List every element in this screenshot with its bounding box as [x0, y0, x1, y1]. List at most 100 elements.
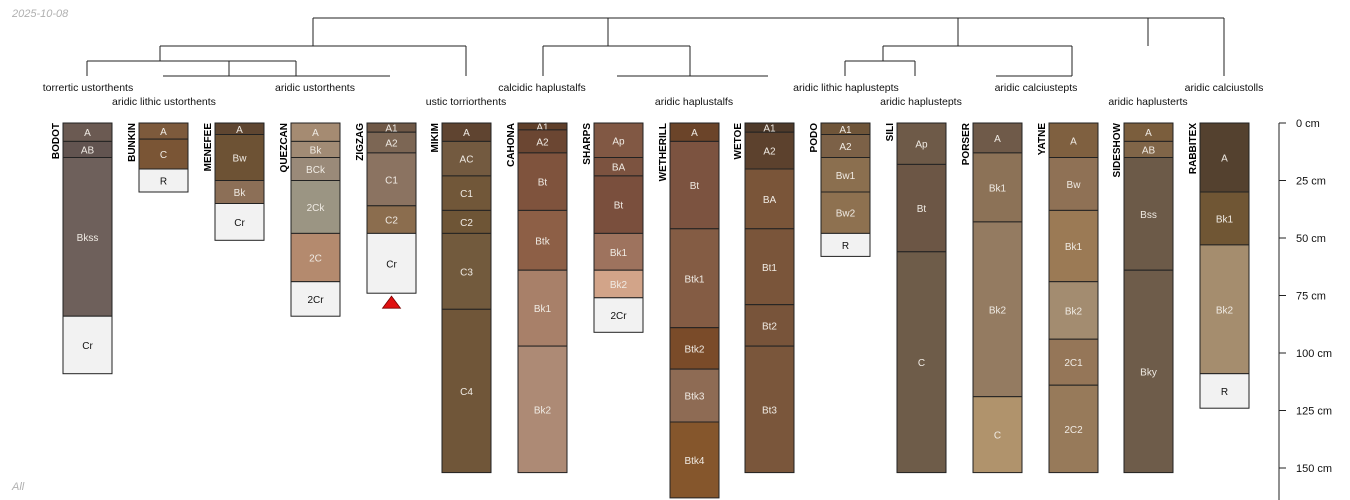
horizon-label: A1 [839, 125, 852, 136]
profile-zigzag: A1 A2 C1 C2 Cr ZIGZAG [355, 122, 417, 309]
horizon-label: C [160, 150, 167, 161]
horizon-rabbitex-bk2 [1199, 244, 1250, 375]
horizon-quezcan-2cr [290, 281, 341, 317]
horizon-wetoe-ba [744, 168, 795, 230]
dendrogram [86, 17, 1225, 77]
profile-mikim: A AC C1 C2 C3 C4 MIKIM [430, 122, 492, 474]
horizon-wetoe-bt1 [744, 228, 795, 306]
corner-label: All [12, 481, 25, 493]
horizon-label: Cr [386, 259, 397, 270]
horizon-sideshow-bky [1123, 269, 1174, 474]
horizon-label: Bk1 [534, 304, 552, 315]
depth-tick-label: 150 cm [1296, 463, 1332, 475]
profile-yatne: A Bw Bk1 Bk2 2C1 2C2 YATNE [1037, 122, 1099, 474]
horizon-label: C4 [460, 387, 473, 398]
horizon-sharps-bt [593, 175, 644, 234]
horizon-label: C2 [385, 216, 398, 227]
profile-wetoe: A1 A2 BA Bt1 Bt2 Bt3 WETOE [733, 122, 795, 474]
horizon-label: Bt3 [762, 405, 777, 416]
taxonomy-label: aridic haplustalfs [655, 96, 733, 108]
horizon-label: 2C2 [1064, 425, 1083, 436]
horizon-cahona-bt [517, 152, 568, 211]
horizon-porser-c [972, 396, 1023, 474]
profile-name: PORSER [961, 122, 972, 165]
horizon-yatne-bw [1048, 157, 1099, 211]
horizon-label: Bt [917, 204, 927, 215]
horizon-quezcan-2ck [290, 180, 341, 234]
horizon-label: Ap [612, 136, 625, 147]
horizon-label: Btk [535, 236, 550, 247]
horizon-label: Bk [310, 145, 323, 156]
horizon-mikim-c4 [441, 308, 492, 474]
horizon-porser-bk2 [972, 221, 1023, 398]
horizon-label: 2Cr [307, 295, 324, 306]
horizon-label: A [312, 128, 319, 139]
horizon-label: Bk2 [534, 405, 552, 416]
horizon-label: Bk1 [1216, 214, 1234, 225]
profile-name: MENEFEE [203, 123, 214, 172]
horizon-label: Cr [234, 218, 245, 229]
horizon-podo-bw1 [820, 157, 871, 193]
profile-name: RABBITEX [1188, 123, 1199, 174]
horizon-sharps-bk1 [593, 232, 644, 271]
depth-tick-label: 100 cm [1296, 348, 1332, 360]
horizon-label: Bk2 [610, 280, 628, 291]
profile-name: SHARPS [582, 123, 593, 165]
horizon-label: C [918, 358, 925, 369]
horizon-label: A2 [536, 137, 549, 148]
horizon-label: Btk2 [684, 344, 704, 355]
horizon-label: Bk2 [989, 305, 1007, 316]
horizon-label: R [1221, 387, 1228, 398]
horizon-label: Bt [690, 181, 700, 192]
horizon-podo-bw2 [820, 191, 871, 234]
depth-axis: 0 cm 25 cm 50 cm 75 cm 100 cm 125 cm 150 cm [1278, 118, 1332, 500]
horizon-label: R [842, 241, 849, 252]
horizon-label: Bt [538, 178, 548, 189]
horizon-yatne-a [1048, 122, 1099, 158]
taxonomy-labels: torrertic ustorthents aridic lithic ustor… [43, 82, 1264, 108]
profile-name: BUNKIN [127, 123, 138, 162]
horizon-sili-bt [896, 163, 947, 253]
horizon-sharps-ap [593, 122, 644, 158]
taxonomy-label: aridic ustorthents [275, 82, 355, 94]
truncation-marker [381, 295, 402, 309]
horizon-label: Bk [234, 188, 247, 199]
horizon-label: C1 [385, 175, 398, 186]
horizon-label: A1 [385, 124, 398, 135]
profile-name: MIKIM [430, 123, 441, 152]
horizon-wetherill-btk4 [669, 421, 720, 499]
profile-name: BODOT [51, 123, 62, 159]
profile-bunkin: A C R BUNKIN [127, 122, 189, 193]
profile-sharps: Ap BA Bt Bk1 Bk2 2Cr SHARPS [582, 122, 644, 333]
horizon-rabbitex-r [1199, 373, 1250, 409]
horizon-menefee-bw [214, 134, 265, 181]
horizon-label: Bk1 [610, 248, 628, 259]
horizon-label: BA [612, 163, 626, 174]
horizon-label: Bw [1067, 180, 1082, 191]
taxonomy-label: torrertic ustorthents [43, 82, 133, 94]
horizon-wetoe-bt2 [744, 304, 795, 347]
horizon-label: AC [460, 155, 474, 166]
horizon-sharps-2cr [593, 297, 644, 333]
profile-quezcan: A Bk BCk 2Ck 2C 2Cr QUEZCAN [279, 122, 341, 317]
depth-tick-label: 50 cm [1296, 233, 1326, 245]
horizon-label: Bw2 [836, 209, 856, 220]
horizon-label: A [1070, 136, 1077, 147]
horizon-label: Bk2 [1216, 305, 1234, 316]
horizon-label: A [160, 127, 167, 138]
profile-podo: A1 A2 Bw1 Bw2 R PODO [809, 122, 871, 257]
horizon-label: A1 [536, 122, 549, 133]
horizon-label: Btk1 [684, 274, 704, 285]
horizon-label: A [1145, 128, 1152, 139]
horizon-sharps-bk2 [593, 269, 644, 299]
profile-bodot: A AB Bkss Cr BODOT [51, 122, 113, 375]
depth-tick-label: 0 cm [1296, 118, 1320, 130]
horizon-label: C3 [460, 267, 473, 278]
profile-name: SILI [885, 123, 896, 142]
depth-tick-label: 125 cm [1296, 406, 1332, 418]
taxonomy-label: aridic calciustepts [995, 82, 1078, 94]
horizon-mikim-c3 [441, 232, 492, 310]
taxonomy-label: calcidic haplustalfs [498, 82, 586, 94]
horizon-label: AB [1142, 145, 1156, 156]
